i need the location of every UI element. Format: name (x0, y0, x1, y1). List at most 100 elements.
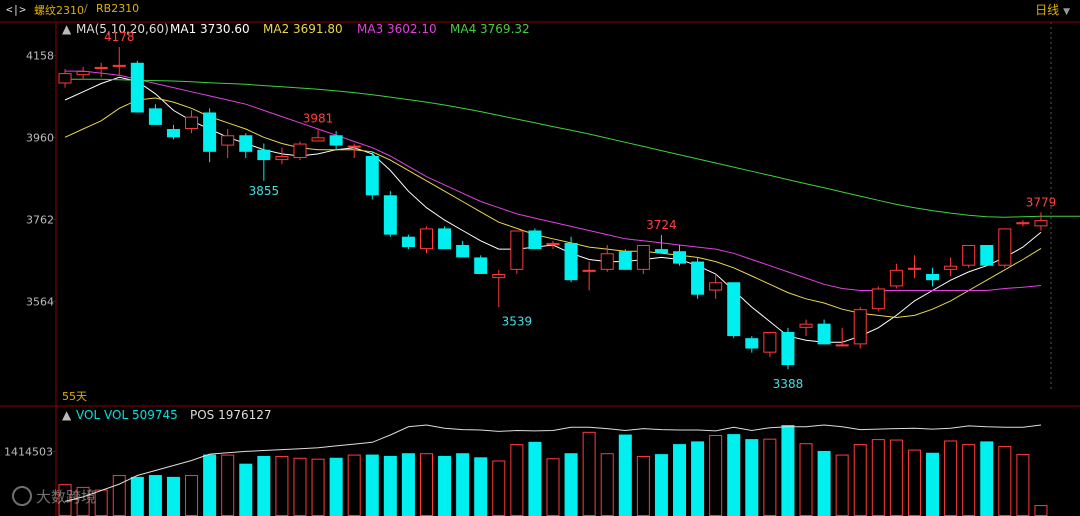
ma3-legend: MA3 3602.10 (357, 22, 437, 36)
candle (438, 226, 452, 250)
ma-collapse-caret-icon[interactable]: ▲ (62, 22, 72, 36)
pos-line (64, 424, 1042, 502)
volume-bar (618, 434, 632, 516)
candle-body (329, 135, 343, 146)
volume-bar (600, 453, 614, 516)
candle-body (438, 228, 452, 250)
candle-body (727, 282, 741, 337)
candle (673, 244, 687, 266)
candle (907, 255, 921, 279)
candle-body (203, 112, 217, 152)
candle (347, 143, 361, 159)
ma-legend: ▲ MA(5,10,20,60) MA1 3730.60 MA2 3691.80… (62, 22, 530, 36)
price-tick-label: 3960 (26, 131, 54, 144)
ma2-label: MA2 (263, 22, 289, 36)
candle-body (1034, 220, 1048, 227)
candle (58, 68, 72, 88)
candle (962, 244, 976, 268)
candle (600, 244, 614, 272)
ma3-label: MA3 (357, 22, 383, 36)
volume-bar (835, 454, 849, 516)
price-annotation: 3724 (646, 218, 677, 232)
candle (546, 240, 560, 250)
volume-tick-label: 1414503 (4, 446, 53, 459)
volume-bar (438, 455, 452, 516)
candle (329, 131, 343, 150)
candle (94, 62, 108, 78)
pos-value: POS 1976127 (190, 408, 272, 422)
period-selector[interactable]: 日线 ▼ (1035, 1, 1070, 18)
volume-bar (763, 438, 777, 516)
volume-bar (709, 435, 723, 516)
candle-body (94, 66, 108, 69)
candle (636, 244, 650, 274)
candle (654, 235, 668, 254)
volume-bar (401, 453, 415, 516)
volume-bar (239, 463, 253, 516)
volume-bar (889, 439, 903, 516)
volume-bar (492, 460, 506, 516)
candle (817, 319, 831, 345)
candle-body (383, 195, 397, 235)
candle-body (980, 244, 994, 266)
ma2-value: 3691.80 (293, 22, 343, 36)
candle (944, 257, 958, 277)
volume-bar (980, 441, 994, 516)
candle-body (709, 282, 723, 291)
candle-body (347, 145, 361, 148)
candle-body (546, 242, 560, 245)
volume-bar (1034, 505, 1048, 516)
candle (926, 267, 940, 287)
volume-bar (130, 476, 144, 516)
watermark: 大数跨境 (12, 486, 96, 506)
volume-bar (221, 454, 235, 516)
candle-body (781, 331, 795, 366)
top-bar: <|> 螺纹2310 / RB2310 日线 ▼ (0, 0, 1080, 18)
ma4-label: MA4 (450, 22, 476, 36)
watermark-logo-icon (12, 486, 32, 506)
candle-body (401, 236, 415, 248)
volume-bar (528, 441, 542, 516)
candle (618, 249, 632, 270)
candle (275, 147, 289, 165)
volume-bar (1016, 454, 1030, 516)
candle (564, 236, 578, 283)
candle (112, 47, 126, 76)
volume-bar (419, 453, 433, 516)
price-annotation: 3855 (249, 184, 280, 198)
candle-body (944, 265, 958, 270)
volume-bar (311, 458, 325, 516)
candle-body (817, 323, 831, 345)
volume-bar (691, 441, 705, 516)
candle-body (998, 228, 1012, 266)
volume-bar (546, 458, 560, 516)
candle-body (907, 267, 921, 270)
candle (691, 257, 705, 299)
candle-body (221, 135, 235, 146)
candle (528, 228, 542, 250)
candle-body (419, 228, 433, 250)
ma4-legend: MA4 3769.32 (450, 22, 530, 36)
volume-bar (582, 431, 596, 516)
vol-collapse-caret-icon[interactable]: ▲ (62, 408, 72, 422)
price-annotation: 3981 (303, 112, 334, 126)
candle-body (889, 269, 903, 287)
vol-legend: ▲ VOL VOL 509745 POS 1976127 (62, 408, 272, 422)
volume-bar (926, 452, 940, 516)
candle-body (76, 71, 90, 76)
candle (745, 336, 759, 353)
candle-body (600, 253, 614, 270)
candle-body (799, 323, 813, 328)
chart-grid (0, 21, 1080, 516)
volume-bar (853, 444, 867, 516)
exit-arrows-icon[interactable]: <|> (6, 3, 26, 16)
candle-body (510, 230, 524, 270)
candle (257, 143, 271, 181)
price-annotations: 4178 3981 3855 3539 3724 3388 3779 (104, 30, 1056, 391)
vol-value: VOL 509745 (104, 408, 178, 422)
volume-bar (564, 453, 578, 516)
ma2-legend: MA2 3691.80 (263, 22, 343, 36)
volume-bar (293, 457, 307, 516)
candles (58, 47, 1048, 370)
